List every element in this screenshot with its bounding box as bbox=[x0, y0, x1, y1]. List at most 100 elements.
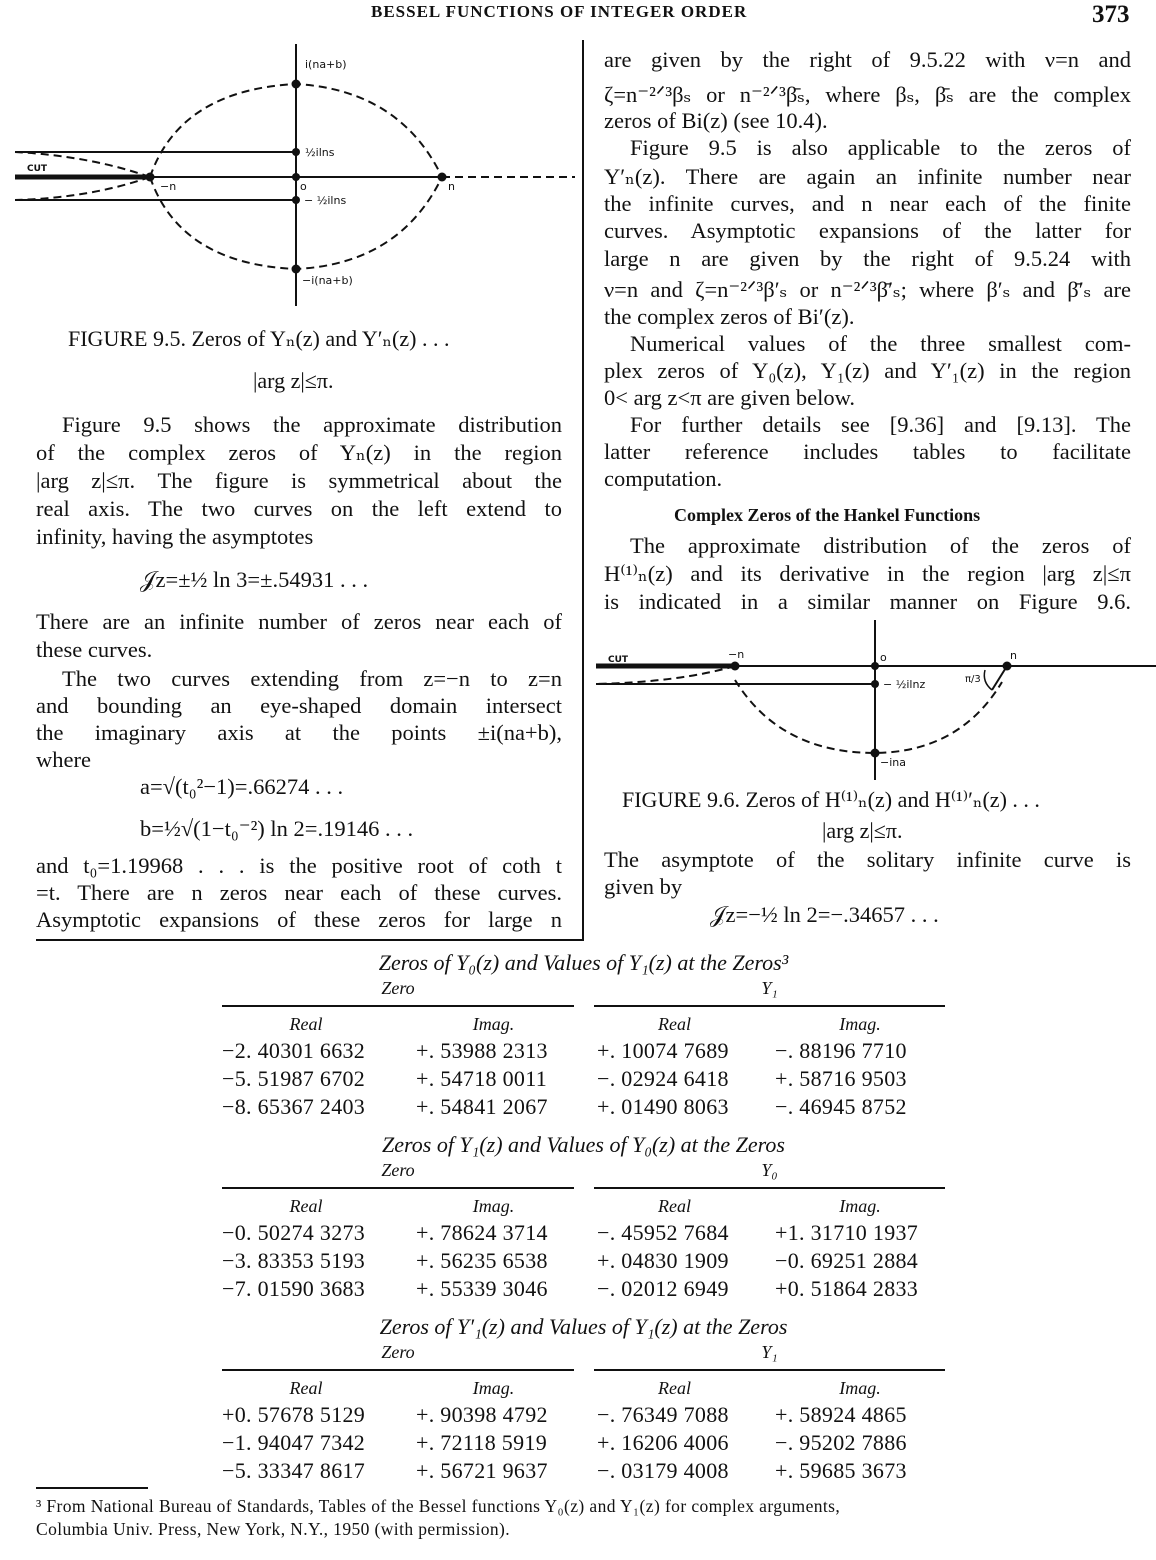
table-cell: −. 95202 7886 bbox=[775, 1430, 907, 1455]
label-zero: o bbox=[300, 180, 307, 193]
right-column-line: zeros of Bi(z) (see 10.4). bbox=[604, 108, 828, 133]
table-cell: −. 45952 7684 bbox=[597, 1220, 729, 1245]
angle-ray bbox=[991, 665, 1008, 691]
table-cell: +. 58924 4865 bbox=[775, 1402, 907, 1427]
table-cell: +. 54718 0011 bbox=[416, 1066, 547, 1091]
figure-9-5-caption: FIGURE 9.5. Zeros of Yₙ(z) and Y′ₙ(z) . … bbox=[68, 326, 450, 351]
table-cell: +. 72118 5919 bbox=[416, 1430, 547, 1455]
table-cell: −. 88196 7710 bbox=[775, 1038, 907, 1063]
column-header: Imag. bbox=[839, 1014, 881, 1034]
label-bottom: −i(na+b) bbox=[302, 274, 353, 287]
right-column-line: For further details see [9.36] and [9.13… bbox=[630, 412, 1131, 437]
left-column-line: real axis. The two curves on the left ex… bbox=[36, 496, 562, 521]
table-cell: +. 04830 1909 bbox=[597, 1248, 729, 1273]
left-column-line: 𝒥z=±½ ln 3=±.54931 . . . bbox=[140, 567, 369, 592]
figure-9-6-caption: FIGURE 9.6. Zeros of H⁽¹⁾ₙ(z) and H⁽¹⁾′ₙ… bbox=[622, 787, 1040, 812]
table-cell: +. 78624 3714 bbox=[416, 1220, 548, 1245]
left-column-line: Figure 9.5 shows the approximate distrib… bbox=[62, 412, 562, 437]
table-group-header: Y₁ bbox=[761, 978, 778, 998]
label-bottom: −ina bbox=[880, 756, 906, 769]
left-column-line: |arg z|≤π. The figure is symmetrical abo… bbox=[36, 468, 562, 493]
label-top: i(na+b) bbox=[305, 58, 347, 71]
table-cell: −. 76349 7088 bbox=[597, 1402, 729, 1427]
angle-arc bbox=[983, 669, 993, 691]
right-column-line: the infinite curves, and n near each of … bbox=[604, 191, 1131, 216]
infinite-curve-upper bbox=[14, 151, 151, 178]
left-column-line: Asymptotic expansions of these zeros for… bbox=[36, 907, 562, 932]
footnote-line: ³ From National Bureau of Standards, Tab… bbox=[36, 1496, 841, 1516]
column-header: Imag. bbox=[839, 1378, 881, 1398]
table-cell: −. 46945 8752 bbox=[775, 1094, 907, 1119]
right-column-line: the complex zeros of Bi′(z). bbox=[604, 304, 855, 329]
figure-9-5-caption-line2: |arg z|≤π. bbox=[253, 368, 334, 393]
column-header: Real bbox=[658, 1196, 691, 1216]
column-header: Imag. bbox=[472, 1014, 515, 1034]
left-column-line: these curves. bbox=[36, 637, 153, 662]
left-column-line: of the complex zeros of Yₙ(z) in the reg… bbox=[36, 440, 562, 465]
table-cell: +0. 57678 5129 bbox=[222, 1402, 366, 1427]
left-column-line: =t. There are n zeros near each of these… bbox=[36, 880, 562, 905]
label-half-ln3: ½ilns bbox=[305, 146, 335, 159]
column-header: Real bbox=[289, 1196, 323, 1216]
figure-9-6-caption-line2: |arg z|≤π. bbox=[822, 818, 903, 843]
table-cell: −2. 40301 6632 bbox=[222, 1038, 366, 1063]
table-group-header: Y₁ bbox=[761, 1342, 778, 1362]
column-divider bbox=[582, 40, 584, 940]
table-title: Zeros of Y₀(z) and Values of Y₁(z) at th… bbox=[378, 950, 789, 975]
right-column-line: ζ=n⁻²ᐟ³βₛ or n⁻²ᐟ³β̄ₛ, where βₛ, β̄ₛ are… bbox=[604, 82, 1131, 107]
left-column-line: and bounding an eye-shaped domain inters… bbox=[36, 693, 562, 718]
table-cell: −. 02012 6949 bbox=[597, 1276, 729, 1301]
right-column-line: computation. bbox=[604, 466, 723, 491]
left-column-line: a=√(t₀²−1)=.66274 . . . bbox=[140, 774, 344, 799]
section-heading: Complex Zeros of the Hankel Functions bbox=[674, 505, 981, 525]
table-cell: −5. 33347 8617 bbox=[222, 1458, 366, 1483]
left-column-line: and t₀=1.19968 . . . is the positive roo… bbox=[36, 853, 562, 878]
table-rule bbox=[222, 1005, 574, 1007]
table-rule bbox=[594, 1005, 945, 1007]
table-cell: +. 56235 6538 bbox=[416, 1248, 548, 1273]
table-cell: +. 01490 8063 bbox=[597, 1094, 729, 1119]
table-group-header: Zero bbox=[381, 1342, 415, 1362]
left-column-line: b=½√(1−t₀⁻²) ln 2=.19146 . . . bbox=[140, 816, 414, 841]
table-title: Zeros of Y₁(z) and Values of Y₀(z) at th… bbox=[382, 1132, 785, 1157]
label-zero: o bbox=[880, 651, 887, 664]
table-rule bbox=[222, 1187, 574, 1189]
table-cell: +. 59685 3673 bbox=[775, 1458, 907, 1483]
right-column-line: The approximate distribution of the zero… bbox=[630, 533, 1131, 558]
zero-points bbox=[145, 79, 447, 274]
right-column-line: large n are given by the right of 9.5.24… bbox=[604, 246, 1131, 271]
table-cell: +1. 31710 1937 bbox=[775, 1220, 919, 1245]
table-cell: +0. 51864 2833 bbox=[775, 1276, 919, 1301]
table-cell: +. 53988 2313 bbox=[416, 1038, 548, 1063]
table-cell: −. 02924 6418 bbox=[597, 1066, 729, 1091]
table-cell: +. 16206 4006 bbox=[597, 1430, 729, 1455]
figure-9-6-diagram: −n o n − ½ilnz π/3 −ina CUT bbox=[595, 620, 1156, 780]
label-neg-half-ln3: − ½ilns bbox=[304, 194, 346, 207]
table-cell: −. 03179 4008 bbox=[597, 1458, 729, 1483]
table-cell: +. 10074 7689 bbox=[597, 1038, 729, 1063]
table-title: Zeros of Y′₁(z) and Values of Y₁(z) at t… bbox=[379, 1314, 788, 1339]
footnote-rule bbox=[36, 1487, 148, 1489]
left-column-line: There are an infinite number of zeros ne… bbox=[36, 609, 562, 634]
right-column-line: Y′ₙ(z). There are again an infinite numb… bbox=[604, 164, 1131, 189]
table-cell: −3. 83353 5193 bbox=[222, 1248, 366, 1273]
infinite-curve-lower bbox=[14, 176, 151, 201]
right-column-line: curves. Asymptotic expansions of the lat… bbox=[604, 218, 1131, 243]
right-column-line: Numerical values of the three smallest c… bbox=[630, 331, 1131, 356]
right-column-line: are given by the right of 9.5.22 with ν=… bbox=[604, 47, 1131, 72]
table-cell: +. 90398 4792 bbox=[416, 1402, 548, 1427]
left-column-line: the imaginary axis at the points ±i(na+b… bbox=[36, 720, 562, 745]
column-header: Real bbox=[289, 1378, 323, 1398]
table-rule bbox=[594, 1187, 945, 1189]
left-column-line: infinity, having the asymptotes bbox=[36, 524, 314, 549]
table-cell: +. 56721 9637 bbox=[416, 1458, 548, 1483]
table-rule bbox=[594, 1369, 945, 1371]
column-header: Imag. bbox=[472, 1196, 515, 1216]
figure-9-5-diagram: i(na+b) ½ilns o − ½ilns −i(na+b) −n n CU… bbox=[14, 44, 575, 306]
table-cell: −8. 65367 2403 bbox=[222, 1094, 366, 1119]
label-cut: CUT bbox=[608, 655, 629, 665]
right-column-line: latter reference includes tables to faci… bbox=[604, 439, 1131, 464]
table-group-header: Zero bbox=[381, 1160, 415, 1180]
right-column-line: Figure 9.5 is also applicable to the zer… bbox=[630, 135, 1131, 160]
right-column-line: 𝒥z=−½ ln 2=−.34657 . . . bbox=[710, 902, 939, 927]
